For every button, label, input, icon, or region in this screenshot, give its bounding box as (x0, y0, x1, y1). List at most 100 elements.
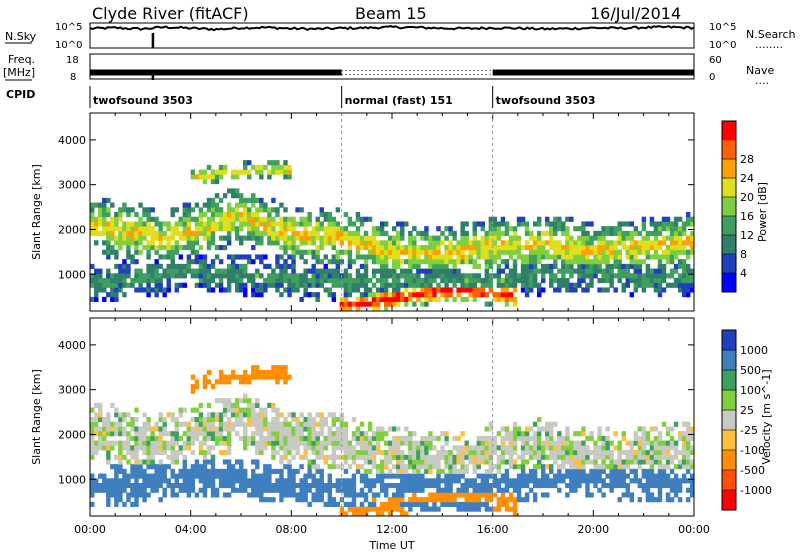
rti-cell (641, 278, 647, 284)
rti-cell (323, 287, 328, 293)
rti-cell (359, 282, 365, 288)
rti-cell (114, 282, 119, 288)
rti-cell (387, 506, 393, 512)
rti-cell (158, 240, 163, 246)
rti-cell (440, 487, 445, 493)
rti-cell (271, 207, 276, 213)
rti-cell (504, 450, 510, 456)
power-colorbar-tick-label: 12 (740, 229, 754, 242)
rti-cell (637, 245, 643, 251)
rti-cell (396, 301, 401, 307)
rti-cell (194, 464, 200, 470)
rti-cell (162, 464, 167, 470)
rti-cell (230, 254, 236, 260)
rti-cell (637, 278, 643, 284)
rti-cell (335, 417, 341, 423)
rti-cell (633, 450, 639, 456)
rti-cell (247, 478, 252, 484)
rti-cell (307, 230, 312, 236)
rti-cell (303, 445, 308, 451)
rti-cell (440, 431, 445, 437)
rti-cell (371, 431, 377, 437)
rti-cell (460, 459, 465, 465)
rti-cell (154, 445, 159, 451)
rti-cell (291, 426, 296, 432)
rti-cell (504, 468, 510, 474)
rti-cell (275, 417, 280, 423)
rti-cell (343, 501, 349, 507)
rti-cell (589, 278, 594, 284)
x-tick-label: 00:00 (678, 523, 710, 536)
rti-cell (569, 235, 574, 241)
rti-cell (222, 450, 228, 456)
rti-cell (685, 278, 691, 284)
rti-cell (98, 473, 103, 479)
rti-cell (307, 417, 312, 423)
rti-cell (396, 278, 401, 284)
rti-cell (500, 240, 506, 246)
rti-cell (234, 212, 240, 218)
rti-cell (540, 464, 546, 470)
rti-cell (118, 459, 123, 465)
rti-cell (536, 426, 542, 432)
rti-cell (371, 454, 377, 460)
rti-cell (593, 450, 598, 456)
rti-cell (323, 501, 328, 507)
rti-cell (114, 407, 119, 413)
rti-cell (508, 506, 514, 512)
rti-cell (400, 292, 405, 298)
rti-cell (146, 492, 151, 498)
rti-cell (226, 212, 232, 218)
rti-cell (263, 263, 268, 269)
rti-cell (561, 464, 566, 470)
rti-cell (673, 282, 679, 288)
rti-cell (287, 426, 292, 432)
rti-cell (230, 216, 236, 222)
rti-cell (134, 268, 139, 274)
rti-cell (432, 263, 437, 269)
rti-cell (649, 268, 655, 274)
rti-cell (206, 226, 212, 232)
rti-cell (383, 245, 389, 251)
rti-cell (110, 273, 115, 279)
rti-cell (323, 278, 328, 284)
rti-cell (154, 221, 159, 227)
rti-cell (90, 278, 95, 284)
rti-cell (303, 492, 308, 498)
rti-cell (247, 259, 252, 265)
rti-cell (412, 450, 417, 456)
rti-cell (379, 230, 385, 236)
rti-cell (295, 249, 300, 255)
rti-cell (500, 221, 506, 227)
rti-cell (126, 497, 131, 503)
rti-cell (214, 245, 220, 251)
rti-cell (182, 468, 188, 474)
rti-cell (98, 216, 103, 222)
rti-cell (194, 379, 200, 385)
rti-cell (255, 487, 260, 493)
rti-cell (210, 207, 216, 213)
rti-cell (363, 268, 369, 274)
rti-cell (174, 273, 179, 279)
rti-cell (251, 287, 256, 293)
rti-cell (484, 440, 490, 446)
rti-cell (315, 278, 320, 284)
rti-cell (597, 287, 602, 293)
rti-cell (444, 287, 449, 293)
rti-cell (685, 273, 691, 279)
rti-cell (102, 440, 107, 446)
rti-cell (645, 263, 651, 269)
rti-cell (673, 445, 679, 451)
rti-cell (222, 164, 228, 170)
rti-cell (299, 431, 304, 437)
rti-cell (476, 240, 481, 246)
rti-cell (375, 249, 381, 255)
rti-cell (226, 464, 232, 470)
rti-cell (114, 497, 119, 503)
rti-cell (247, 174, 252, 180)
rti-cell (681, 273, 687, 279)
rti-cell (275, 483, 280, 489)
rti-cell (436, 454, 441, 460)
rti-cell (512, 497, 518, 503)
rti-cell (621, 263, 626, 269)
